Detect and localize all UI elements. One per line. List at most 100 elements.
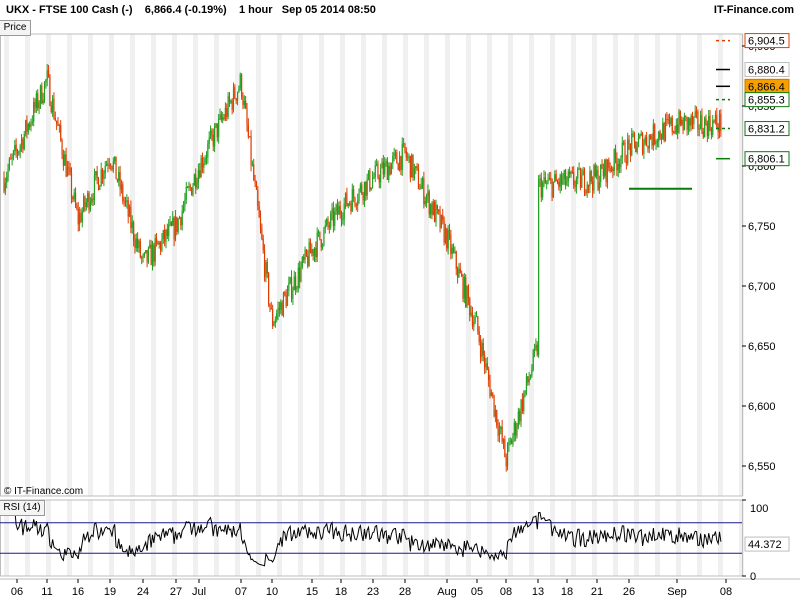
candle-up: [219, 114, 221, 119]
candle-up: [178, 217, 181, 219]
candle-down: [26, 120, 28, 132]
candle-up: [45, 79, 47, 83]
candle-up: [114, 156, 116, 162]
candle-up: [42, 99, 44, 104]
candle-down: [702, 131, 704, 138]
candle-up: [559, 174, 561, 187]
rsi-last-value-box: [744, 536, 790, 552]
candle-down: [312, 249, 314, 256]
candle-down: [153, 245, 155, 262]
candle-up: [475, 316, 478, 318]
grid-stripe: [634, 34, 639, 496]
candle-up: [317, 231, 320, 233]
x-tick-label: 18: [335, 586, 347, 598]
candle-up: [371, 178, 374, 188]
candle-down: [212, 134, 214, 147]
candle-down: [115, 156, 117, 180]
candle-up: [538, 179, 540, 356]
rsi-last-value-label: 44.372: [748, 539, 782, 551]
candle-up: [694, 111, 696, 117]
candle-down: [504, 439, 506, 458]
candle-up: [620, 157, 622, 168]
candle-up: [230, 100, 232, 103]
candle-up: [358, 189, 360, 201]
candle-down: [667, 119, 669, 121]
grid-stripe: [529, 34, 534, 496]
candle-down: [654, 124, 656, 144]
candle-down: [479, 341, 482, 357]
candle-up: [224, 107, 226, 119]
candle-up: [413, 168, 415, 178]
candle-down: [110, 164, 112, 167]
candle-down: [609, 168, 611, 172]
grid-stripe: [193, 34, 198, 496]
candle-down: [705, 118, 707, 124]
x-tick-label: 19: [104, 586, 116, 598]
candle-down: [223, 117, 225, 119]
candle-up: [207, 143, 209, 158]
candle-down: [594, 165, 596, 177]
candle-up: [690, 115, 692, 126]
candle-up: [308, 242, 310, 266]
candle-down: [76, 205, 78, 210]
candle-down: [497, 425, 499, 436]
candle-down: [15, 144, 17, 152]
candle-down: [139, 241, 141, 258]
candle-up: [151, 245, 154, 266]
candle-up: [533, 348, 536, 351]
candle-up: [95, 171, 97, 176]
candle-up: [311, 249, 313, 254]
candle-down: [482, 343, 484, 356]
candle-up: [232, 87, 235, 110]
candle-up: [516, 427, 518, 436]
x-tick-label: Sep: [667, 586, 687, 598]
candle-up: [421, 178, 424, 185]
candle-up: [85, 202, 87, 207]
candle-down: [281, 302, 283, 316]
candle-up: [517, 411, 519, 428]
candle-down: [74, 192, 77, 206]
candle-down: [247, 125, 249, 137]
candle-down: [346, 192, 348, 207]
rsi-pane-tab[interactable]: RSI (14): [0, 500, 45, 516]
x-tick-label: 08: [720, 586, 732, 598]
candle-down: [396, 152, 398, 164]
candle-down: [569, 171, 571, 175]
candle-down: [65, 154, 67, 177]
price-pane-tab[interactable]: Price: [0, 20, 31, 36]
candle-down: [389, 165, 391, 175]
candle-up: [675, 124, 677, 134]
candle-up: [678, 111, 680, 133]
candle-up: [35, 93, 37, 108]
candle-up: [523, 394, 525, 411]
candle-down: [555, 174, 557, 182]
candle-down: [254, 179, 256, 183]
candle-up: [322, 244, 324, 248]
candle-down: [612, 168, 614, 172]
candle-down: [592, 181, 594, 191]
grid-stripe: [319, 34, 324, 496]
candle-up: [297, 267, 299, 288]
price-level-label: 6,904.5: [748, 36, 785, 48]
grid-stripe: [67, 500, 72, 576]
candle-up: [444, 228, 447, 243]
x-tick-label: 27: [170, 586, 182, 598]
grid-stripe: [697, 500, 702, 576]
candle-up: [567, 171, 569, 182]
candle-down: [558, 182, 560, 187]
candle-up: [562, 179, 564, 185]
candle-down: [697, 111, 699, 130]
price-level-box: [744, 121, 790, 137]
grid-stripe: [256, 500, 261, 576]
candle-up: [174, 216, 177, 240]
candle-down: [231, 100, 233, 110]
candle-down: [226, 107, 228, 117]
candle-up: [292, 290, 294, 299]
candle-up: [142, 255, 144, 258]
price-level-box: [744, 33, 790, 49]
candle-up: [135, 238, 137, 248]
candle-up: [313, 248, 316, 256]
candle-down: [80, 213, 82, 222]
candle-up: [222, 117, 224, 120]
grid-stripe: [487, 500, 492, 576]
